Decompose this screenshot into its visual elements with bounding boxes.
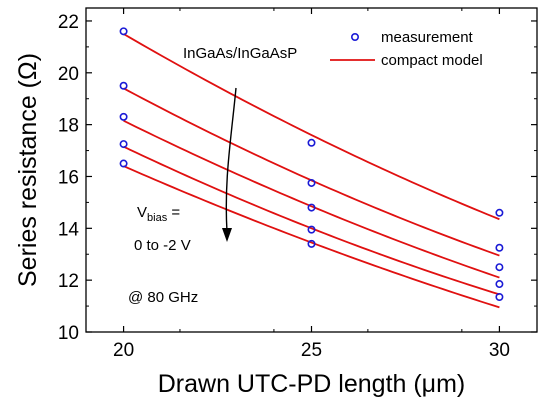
measurement-point <box>119 140 128 149</box>
vbias-range-annotation: 0 to -2 V <box>134 237 191 254</box>
y-axis-title: Series resistance (Ω) <box>14 53 42 287</box>
bias-arrow-icon <box>222 87 237 242</box>
y-tick-label: 22 <box>58 12 79 33</box>
model-curve-5 <box>123 165 500 309</box>
material-annotation: InGaAs/InGaAsP <box>183 45 297 62</box>
x-tick-label: 30 <box>489 340 510 361</box>
y-tick-label: 14 <box>58 219 80 240</box>
legend-measurement-label: measurement <box>381 29 474 46</box>
legend-measurement-marker <box>350 32 359 41</box>
y-tick-label: 20 <box>58 64 79 85</box>
legend-model-label: compact model <box>381 52 483 69</box>
measurement-point <box>307 203 316 212</box>
vbias-subscript: bias <box>147 212 168 224</box>
vbias-equals: = <box>167 204 180 221</box>
legend: measurement compact model <box>330 29 483 69</box>
measurement-point <box>495 208 504 217</box>
axis-ticks: 20 25 30 10 12 14 16 18 20 22 <box>58 8 537 361</box>
measurement-point <box>307 138 316 147</box>
measurement-point <box>495 280 504 289</box>
model-curve-3 <box>123 119 500 279</box>
vbias-annotation: Vbias = <box>137 204 180 224</box>
model-curve-1 <box>123 33 500 221</box>
plot-area <box>119 27 504 309</box>
x-tick-label: 25 <box>301 340 322 361</box>
x-axis-title: Drawn UTC-PD length (μm) <box>158 370 466 398</box>
measurement-point <box>119 81 128 90</box>
measurement-point <box>495 293 504 302</box>
measurement-point <box>119 159 128 168</box>
measurement-point <box>307 178 316 187</box>
model-curve-4 <box>123 145 500 296</box>
measurement-point <box>119 112 128 121</box>
measurement-point <box>307 225 316 234</box>
y-tick-label: 10 <box>58 323 79 344</box>
y-tick-label: 16 <box>58 167 79 188</box>
measurement-point <box>307 239 316 248</box>
measurement-point <box>119 27 128 36</box>
x-tick-label: 20 <box>113 340 134 361</box>
y-tick-label: 18 <box>58 116 79 137</box>
vbias-symbol: V <box>137 204 147 221</box>
measurement-point <box>495 263 504 272</box>
y-tick-label: 12 <box>58 271 79 292</box>
measurement-point <box>495 243 504 252</box>
frequency-annotation: @ 80 GHz <box>128 289 198 306</box>
